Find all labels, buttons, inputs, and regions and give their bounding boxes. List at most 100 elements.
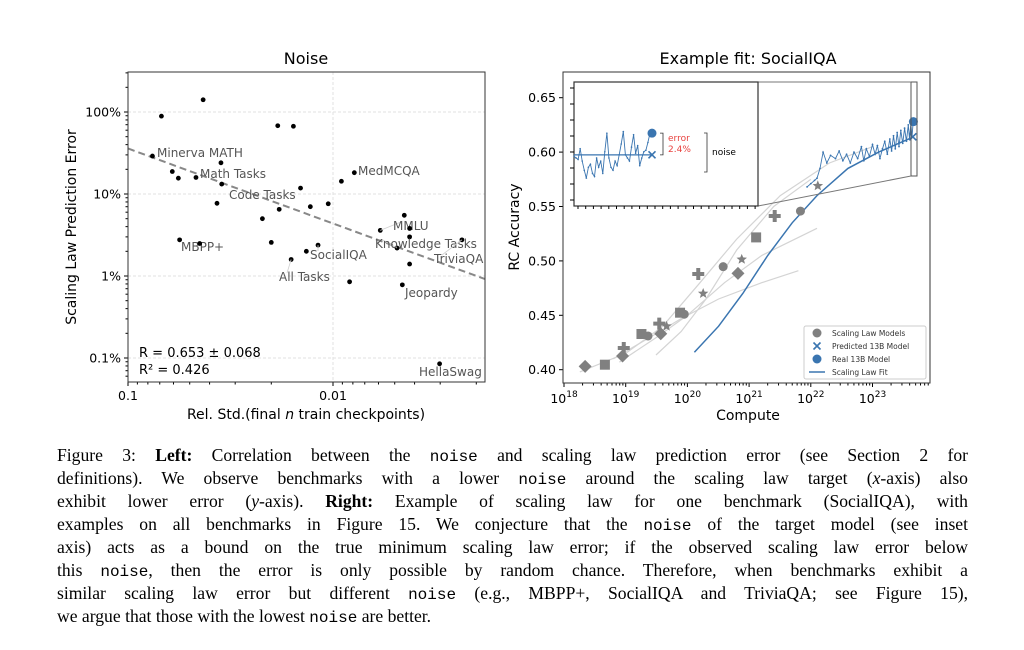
x-tick-base: 10 (550, 391, 566, 406)
inset-predicted-marker (647, 150, 657, 159)
caption-text: Figure 3: (57, 445, 156, 465)
data-point (276, 206, 282, 212)
inset-checkpoint-point (643, 150, 645, 153)
caption-text: -axis) also (880, 468, 968, 488)
point-label: All Tasks (279, 270, 330, 284)
y-tick-label: 0.40 (528, 362, 556, 377)
inset-checkpoint-point (601, 172, 604, 175)
x-tick-label: 1023 (859, 390, 886, 406)
scaling-law-model-point (731, 266, 745, 280)
error-label: error (668, 134, 690, 144)
data-point (175, 175, 181, 181)
inset-checkpoint-point (587, 166, 590, 169)
inset-checkpoint-point (636, 144, 639, 147)
caption-line: exhibit lower error (y-axis). Right: Exa… (57, 490, 968, 513)
data-point (437, 361, 442, 367)
scaling-law-model-point (751, 232, 762, 243)
regression-line (127, 147, 486, 280)
inset-checkpoint-point (638, 164, 641, 167)
data-point (150, 153, 155, 159)
plot-frame (127, 71, 486, 383)
caption-text: Right: (325, 491, 374, 511)
data-point (259, 216, 265, 222)
checkpoint-point (849, 162, 852, 164)
checkpoint-point (845, 153, 848, 156)
legend-entry: Scaling Law Models (832, 329, 905, 338)
checkpoint-point (901, 142, 904, 145)
checkpoint-point (862, 159, 865, 162)
x-tick-base: 10 (612, 391, 628, 406)
error-value: 2.4% (668, 145, 691, 155)
caption-line: definitions). We observe benchmarks with… (57, 467, 968, 490)
label-leader-line (380, 221, 402, 231)
inset-checkpoint-point (604, 150, 606, 153)
y-tick-label: 0.1% (89, 351, 121, 366)
checkpoint-point (881, 147, 884, 150)
x-tick-label: 1021 (735, 390, 762, 406)
checkpoint-point (876, 144, 879, 147)
scaling-law-model-point (795, 206, 805, 216)
x-tick-label: 1019 (612, 390, 640, 406)
y-tick-label: 0.45 (528, 308, 556, 323)
y-tick-label: 0.55 (528, 199, 556, 214)
caption-text: Example of scaling law for one benchmark… (373, 491, 968, 511)
scaling-law-model-point (736, 253, 747, 264)
x-axis-label: Rel. Std.(final n train checkpoints) (187, 407, 425, 423)
caption-line: we argue that those with the lowest nois… (57, 605, 968, 628)
data-point (407, 234, 413, 240)
x-tick-exponent: 20 (690, 390, 702, 400)
model-fit-curve (619, 227, 818, 363)
inset-checkpoint-point (620, 143, 623, 145)
checkpoint-point (829, 154, 832, 157)
x-tick-base: 10 (859, 391, 875, 406)
correlation-r2: R² = 0.426 (139, 363, 210, 378)
figure-caption: Figure 3: Left: Correlation between the … (57, 444, 968, 628)
inset-checkpoint-point (622, 130, 625, 133)
caption-text: around the scaling law target ( (566, 468, 873, 488)
caption-text: definitions). We observe benchmarks with… (57, 468, 519, 488)
legend-entry: Scaling Law Fit (832, 368, 888, 377)
y-axis-label: Scaling Law Prediction Error (64, 129, 80, 325)
scaling-law-model-point (617, 341, 630, 354)
checkpoint-point (871, 143, 874, 146)
inset-checkpoint-point (595, 157, 598, 159)
inset-checkpoint-point (591, 172, 594, 175)
caption-text: noise (100, 563, 149, 581)
scaling-law-model-point (654, 327, 668, 341)
chart-title: Example fit: SocialIQA (659, 49, 836, 68)
point-label: Code Tasks (229, 188, 296, 202)
x-tick-exponent: 19 (628, 390, 640, 400)
data-point (200, 97, 206, 103)
scaling-law-model-point (718, 262, 728, 272)
scaling-law-model-point (616, 349, 630, 363)
caption-text: are better. (357, 606, 432, 626)
checkpoint-point (868, 155, 871, 158)
inset-checkpoint-point (608, 157, 610, 159)
checkpoint-point (825, 162, 828, 164)
point-label: TriviaQA (433, 252, 484, 266)
x-tick-base: 10 (674, 391, 690, 406)
checkpoint-point (886, 153, 889, 156)
x-tick-exponent: 18 (566, 390, 578, 400)
caption-text: Correlation between the (192, 445, 430, 465)
inset-checkpoint-point (645, 149, 647, 151)
checkpoint-point (896, 131, 899, 134)
chart-title: Noise (284, 49, 328, 68)
caption-line: axis) acts as a bound on the true minimu… (57, 536, 968, 559)
scaling-law-model-point (679, 309, 689, 319)
legend: Scaling Law Models Predicted 13B Model Rea… (803, 325, 927, 380)
x-axis-label-part: train checkpoints) (294, 407, 425, 423)
model-fit-curve (579, 146, 873, 373)
data-point (177, 237, 183, 243)
data-point (347, 279, 352, 285)
checkpoint-point (888, 138, 891, 140)
noise-label: noise (712, 148, 736, 158)
inset-checkpoint-point (573, 155, 575, 158)
data-point (338, 178, 344, 184)
checkpoint-point (822, 151, 824, 154)
checkpoint-point (841, 159, 844, 162)
x-tick-base: 10 (797, 391, 813, 406)
point-label: HellaSwag (419, 365, 482, 379)
scaling-law-fit-line (693, 136, 914, 353)
